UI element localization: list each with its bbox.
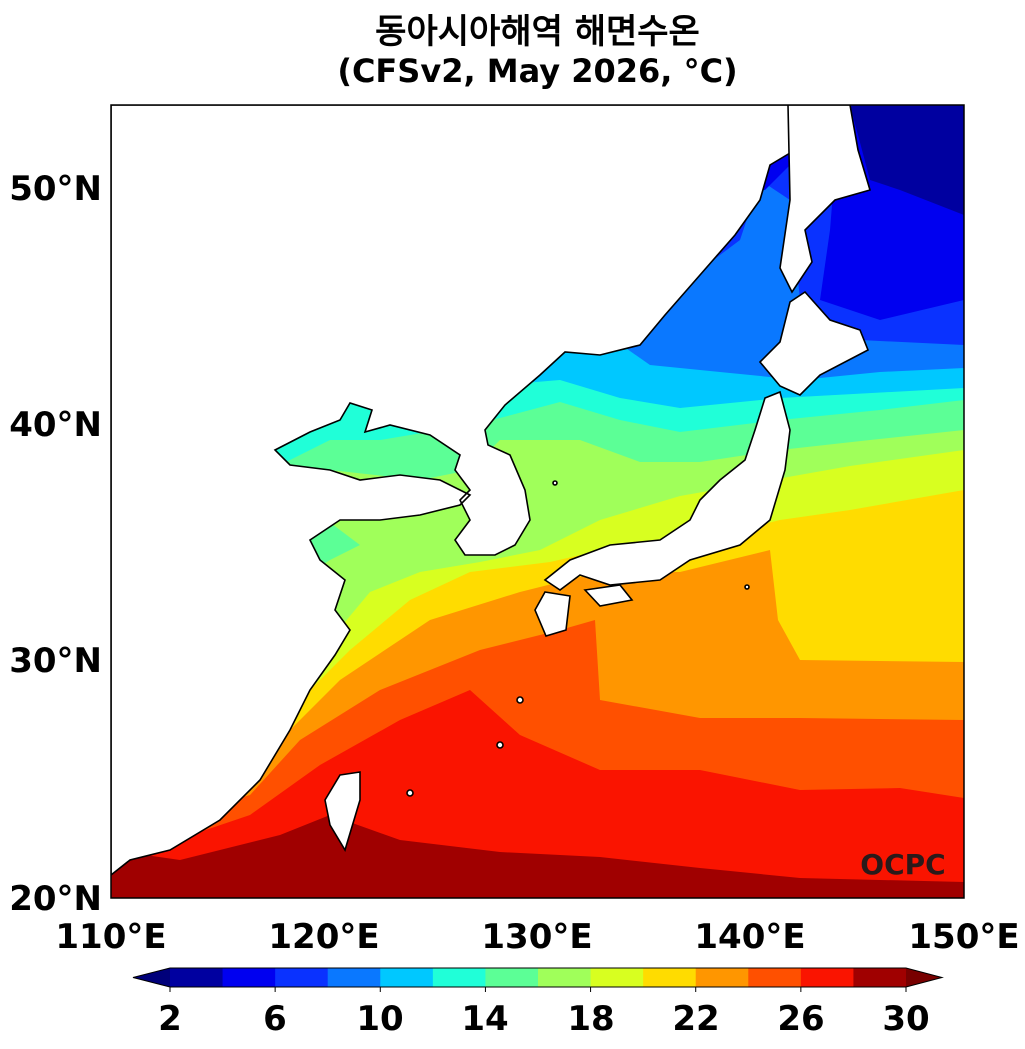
colorbar-bin	[432, 968, 486, 987]
ocpc-logo: OCPC	[860, 848, 945, 881]
colorbar-bin	[748, 968, 802, 987]
lat-label: 20°N	[9, 879, 102, 919]
hokkaido	[758, 290, 870, 396]
island	[406, 789, 414, 797]
colorbar-bin	[800, 968, 854, 987]
colorbar-under-arrow	[133, 968, 170, 987]
lon-label: 120°E	[268, 917, 379, 957]
island	[552, 480, 558, 486]
colorbar-bin	[275, 968, 329, 987]
lat-labels: 50°N 40°N 30°N 20°N	[9, 169, 102, 919]
colorbar-bin	[538, 968, 592, 987]
colorbar-ticks: 2 6 10 14 18 22 26 30	[158, 999, 930, 1039]
island	[744, 584, 750, 590]
colorbar-bin	[643, 968, 697, 987]
shikoku	[583, 584, 634, 607]
colorbar-bin	[170, 968, 224, 987]
lon-label: 130°E	[481, 917, 592, 957]
lat-label: 40°N	[9, 405, 102, 445]
plot-frame	[110, 104, 965, 899]
colorbar-tick-label: 10	[356, 999, 403, 1039]
colorbar-tick-label: 6	[263, 999, 287, 1039]
lat-label: 50°N	[9, 169, 102, 209]
colorbar-tick-label: 2	[158, 999, 182, 1039]
band-2-4	[850, 105, 964, 215]
taiwan	[324, 771, 361, 852]
lon-label: 140°E	[694, 917, 805, 957]
colorbar-bin	[695, 968, 749, 987]
kyushu	[534, 591, 571, 637]
lat-label: 30°N	[9, 641, 102, 681]
colorbar-tick-label: 18	[567, 999, 614, 1039]
colorbar-tick-label: 22	[672, 999, 719, 1039]
honshu	[543, 390, 791, 591]
title-line-2: (CFSv2, May 2026, °C)	[337, 52, 738, 90]
asia-mainland	[111, 105, 796, 877]
colorbar-bin	[853, 968, 907, 987]
lon-labels: 110°E 120°E 130°E 140°E 150°E	[55, 917, 1019, 957]
title-line-1: 동아시아해역 해면수온	[375, 12, 700, 52]
colorbar-tick-label: 14	[461, 999, 508, 1039]
colorbar-bin	[485, 968, 539, 987]
land	[111, 105, 871, 877]
island	[516, 696, 524, 704]
colorbar-bin	[222, 968, 276, 987]
colorbar-tick-label: 26	[777, 999, 824, 1039]
colorbar-bin	[380, 968, 434, 987]
colorbar-bin	[327, 968, 381, 987]
lon-label: 150°E	[908, 917, 1019, 957]
colorbar-tick-label: 30	[882, 999, 929, 1039]
colorbar-over-arrow	[906, 968, 942, 987]
island	[496, 741, 504, 749]
sakhalin	[779, 105, 871, 294]
lon-label: 110°E	[55, 917, 166, 957]
colorbar	[132, 967, 944, 992]
colorbar-bin	[590, 968, 644, 987]
